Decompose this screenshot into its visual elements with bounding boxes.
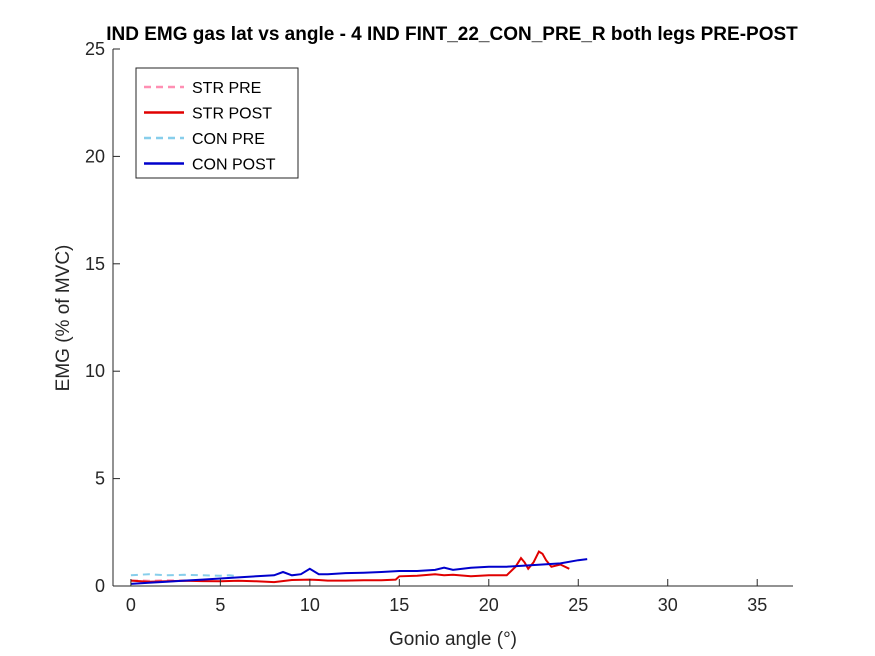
chart-title: IND EMG gas lat vs angle - 4 IND FINT_22… [106, 24, 798, 45]
x-tick-label: 5 [215, 595, 225, 615]
y-tick-label: 0 [95, 576, 105, 596]
axes-layer: 0 5 10 15 20 25 30 35 0 5 10 15 20 25 [85, 39, 793, 615]
series-line-2 [130, 550, 570, 584]
legend-label: CON POST [192, 157, 276, 174]
x-tick-label: 0 [126, 595, 136, 615]
y-tick-label: 15 [85, 254, 105, 274]
series-layer [130, 550, 588, 585]
x-axis-label: Gonio angle (°) [389, 629, 517, 650]
x-tick-label: 15 [389, 595, 409, 615]
legend-label: STR PRE [192, 80, 261, 97]
legend: STR PRE STR POST CON PRE CON POST [135, 67, 299, 179]
y-tick-label: 25 [85, 39, 105, 59]
y-axis-label: EMG (% of MVC) [53, 245, 74, 392]
y-tick-label: 5 [95, 469, 105, 489]
series-line-4 [130, 558, 588, 585]
x-tick-label: 25 [568, 595, 588, 615]
y-tick-label: 20 [85, 146, 105, 166]
legend-label: STR POST [192, 106, 272, 123]
series-line-3 [130, 573, 239, 578]
x-tick-label: 20 [479, 595, 499, 615]
y-tick-label: 10 [85, 361, 105, 381]
legend-label: CON PRE [192, 131, 265, 148]
x-tick-label: 30 [658, 595, 678, 615]
x-tick-label: 10 [300, 595, 320, 615]
x-tick-label: 35 [747, 595, 767, 615]
